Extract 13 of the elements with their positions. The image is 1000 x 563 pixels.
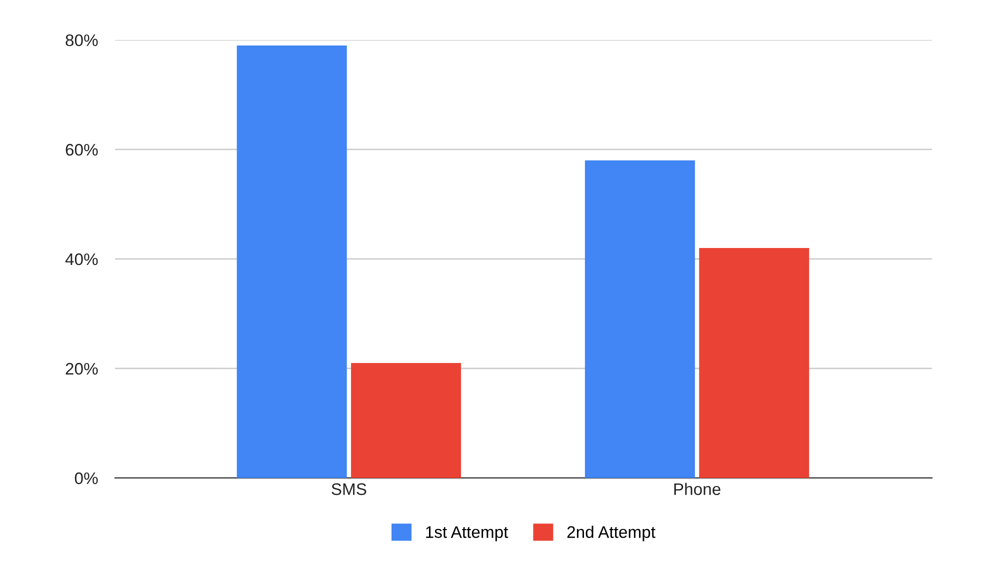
- bar: [236, 45, 347, 478]
- x-tick-label: SMS: [332, 483, 366, 496]
- y-tick-label: 40%: [65, 253, 98, 266]
- legend-label: 2nd Attempt: [567, 526, 656, 542]
- y-tick-label: 0%: [74, 472, 98, 484]
- bar: [351, 363, 462, 478]
- legend-label: 1st Attempt: [426, 526, 508, 542]
- x-tick-label: Phone: [674, 482, 720, 496]
- bar: [699, 248, 810, 478]
- y-tick-label: 20%: [66, 362, 98, 375]
- bar: [584, 160, 695, 478]
- y-tick-label: 80%: [66, 34, 98, 46]
- y-tick-label: 60%: [66, 144, 98, 156]
